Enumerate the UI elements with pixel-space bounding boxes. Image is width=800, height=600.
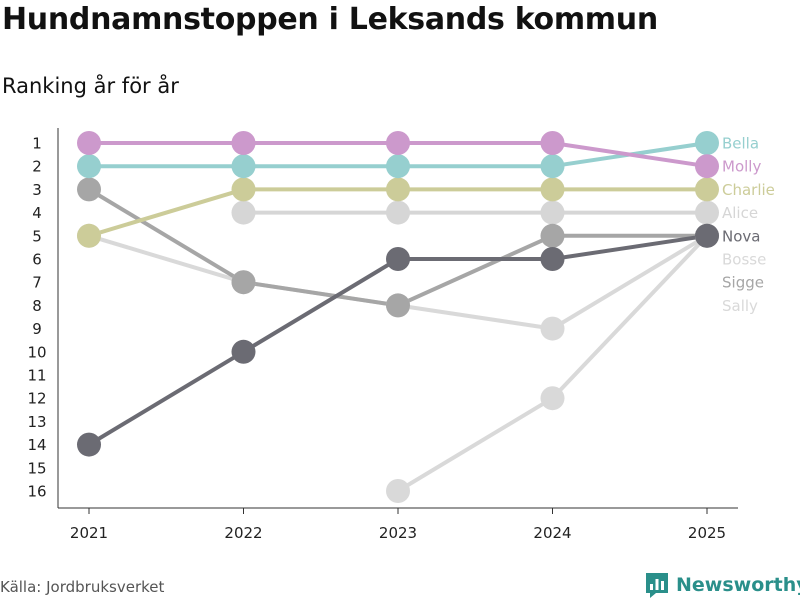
point-charlie-2024 (540, 177, 565, 202)
point-nova-2021 (77, 432, 101, 457)
point-nova-2023 (386, 247, 410, 271)
x-tick-label-2023: 2023 (379, 524, 417, 542)
point-molly-2025 (695, 154, 719, 179)
point-alice-2023 (386, 200, 410, 225)
y-tick-label-16: 16 (27, 483, 46, 501)
point-sigge-2022 (231, 270, 256, 295)
series-points-bella (77, 131, 719, 179)
y-tick-label-7: 7 (32, 274, 42, 292)
x-tick-label-2024: 2024 (533, 524, 571, 542)
legend-label-charlie: Charlie (722, 181, 775, 199)
x-tick-label-2021: 2021 (70, 524, 108, 542)
y-tick-label-4: 4 (32, 204, 42, 222)
point-charlie-2021 (77, 223, 101, 248)
point-nova-2025 (695, 223, 719, 248)
point-sigge-2024 (540, 223, 565, 248)
legend-label-molly: Molly (722, 158, 761, 176)
point-alice-2022 (231, 200, 256, 225)
legend-label-bosse: Bosse (722, 251, 766, 269)
bar-chart-logo-icon (646, 573, 668, 598)
point-bosse-2023 (386, 479, 410, 503)
legend-label-sigge: Sigge (722, 274, 764, 292)
legend-label-alice: Alice (722, 204, 758, 222)
page-title: Hundnamnstoppen i Leksands kommun (2, 2, 658, 37)
y-tick-label-1: 1 (32, 135, 42, 153)
point-molly-2024 (540, 131, 565, 155)
series-points-molly (77, 131, 719, 179)
brand-name: Newsworthy (676, 574, 800, 596)
series-points-nova (77, 223, 719, 457)
point-bosse-2024 (540, 386, 565, 411)
series-bosse (396, 233, 709, 493)
point-molly-2021 (77, 131, 101, 155)
series-points-charlie (77, 177, 719, 248)
y-tick-label-12: 12 (27, 390, 46, 408)
y-tick-label-14: 14 (27, 436, 46, 454)
point-bella-2023 (386, 154, 410, 179)
y-tick-label-15: 15 (27, 459, 46, 477)
legend-label-bella: Bella (722, 135, 759, 153)
point-charlie-2025 (695, 177, 719, 202)
x-tick-label-2022: 2022 (224, 524, 262, 542)
point-molly-2022 (231, 131, 256, 155)
y-tick-label-8: 8 (32, 297, 42, 315)
point-nova-2024 (540, 247, 565, 271)
series-points-alice (231, 200, 719, 225)
x-tick-label-2025: 2025 (688, 524, 726, 542)
point-molly-2023 (386, 131, 410, 155)
y-tick-label-9: 9 (32, 320, 42, 338)
point-sigge-2023 (386, 293, 410, 318)
point-sigge-2021 (77, 177, 101, 202)
source-note: Källa: Jordbruksverket (0, 578, 165, 596)
point-charlie-2022 (231, 177, 256, 202)
y-tick-label-6: 6 (32, 251, 42, 269)
point-nova-2022 (231, 339, 256, 364)
point-sally-2024 (540, 316, 565, 341)
series-line-bosse (396, 233, 709, 493)
y-tick-label-11: 11 (27, 367, 46, 385)
y-tick-label-2: 2 (32, 158, 42, 176)
point-bella-2024 (540, 154, 565, 179)
point-bella-2021 (77, 154, 101, 179)
chart-subtitle: Ranking år för år (2, 74, 179, 98)
point-bella-2022 (231, 154, 256, 179)
point-alice-2024 (540, 200, 565, 225)
point-bella-2025 (695, 131, 719, 155)
y-tick-label-13: 13 (27, 413, 46, 431)
y-tick-label-5: 5 (32, 227, 42, 245)
point-alice-2025 (695, 200, 719, 225)
y-tick-label-3: 3 (32, 181, 42, 199)
y-tick-label-10: 10 (27, 343, 46, 361)
point-charlie-2023 (386, 177, 410, 202)
brand-logo: Newsworthy (644, 570, 800, 600)
legend-label-nova: Nova (722, 227, 760, 245)
legend-label-sally: Sally (722, 297, 758, 315)
